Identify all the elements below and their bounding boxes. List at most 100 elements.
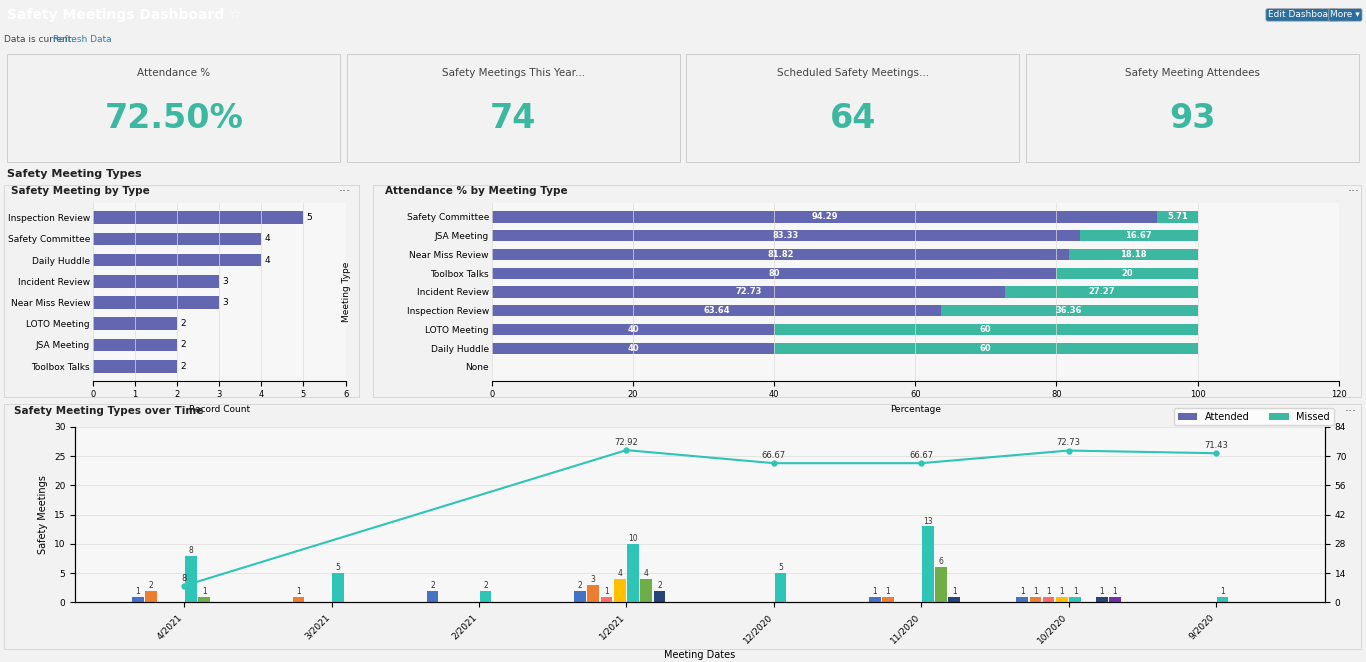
- Text: 1: 1: [1033, 587, 1038, 596]
- Bar: [93, 317, 178, 330]
- Text: 4: 4: [617, 569, 622, 578]
- Bar: [93, 232, 261, 245]
- Text: 27.27: 27.27: [1089, 287, 1115, 297]
- Text: 8: 8: [189, 545, 193, 555]
- Attendance %: [765, 459, 781, 467]
- Bar: [641, 579, 652, 602]
- Text: Refresh Data: Refresh Data: [53, 35, 112, 44]
- Text: Safety Meetings This Year...: Safety Meetings This Year...: [441, 68, 585, 77]
- Text: 16.67: 16.67: [1126, 231, 1152, 240]
- Bar: [492, 267, 1056, 279]
- Bar: [492, 249, 1070, 260]
- Text: 3: 3: [590, 575, 596, 584]
- Text: 2: 2: [578, 581, 582, 590]
- Text: 20: 20: [1121, 269, 1132, 277]
- Text: ···: ···: [339, 185, 351, 198]
- Bar: [198, 596, 210, 602]
- Bar: [426, 591, 438, 602]
- Text: 4: 4: [264, 256, 270, 265]
- Bar: [492, 230, 1081, 242]
- Text: 1: 1: [604, 587, 609, 596]
- X-axis label: Percentage: Percentage: [889, 405, 941, 414]
- Text: Safety Meeting Types: Safety Meeting Types: [7, 169, 142, 179]
- Text: 5.71: 5.71: [1167, 213, 1188, 221]
- Attendance %: [176, 582, 193, 590]
- Text: 18.18: 18.18: [1120, 250, 1146, 259]
- Bar: [145, 591, 157, 602]
- Text: 3: 3: [223, 298, 228, 307]
- Text: ···: ···: [1348, 185, 1359, 198]
- Bar: [1109, 596, 1121, 602]
- Text: 93: 93: [1169, 102, 1216, 135]
- Text: More ▾: More ▾: [1330, 11, 1361, 19]
- Text: 72.50%: 72.50%: [104, 102, 243, 135]
- Text: 74: 74: [490, 102, 537, 135]
- Text: 83.33: 83.33: [773, 231, 799, 240]
- Text: 5: 5: [306, 213, 313, 222]
- Text: 2: 2: [430, 581, 434, 590]
- Bar: [948, 596, 960, 602]
- Attendance %: [1208, 449, 1224, 457]
- Text: 1: 1: [873, 587, 877, 596]
- Text: Attendance % by Meeting Type: Attendance % by Meeting Type: [385, 186, 567, 197]
- Text: 1: 1: [1220, 587, 1225, 596]
- Bar: [1070, 249, 1198, 260]
- Text: 2: 2: [149, 581, 153, 590]
- Text: 72.73: 72.73: [735, 287, 762, 297]
- Text: 60: 60: [979, 344, 992, 353]
- X-axis label: Record Count: Record Count: [189, 405, 250, 414]
- Bar: [601, 596, 612, 602]
- Bar: [492, 324, 775, 335]
- Bar: [936, 567, 947, 602]
- Bar: [492, 211, 1157, 222]
- Text: 10: 10: [628, 534, 638, 543]
- Text: 2: 2: [657, 581, 663, 590]
- Text: Safety Meeting Types over Time: Safety Meeting Types over Time: [14, 406, 204, 416]
- Bar: [775, 342, 1198, 354]
- Bar: [1081, 230, 1198, 242]
- Text: 1: 1: [135, 587, 141, 596]
- Bar: [654, 591, 665, 602]
- Text: Attendance %: Attendance %: [137, 68, 210, 77]
- Text: 1: 1: [202, 587, 206, 596]
- Text: 71.43: 71.43: [1203, 441, 1228, 450]
- Bar: [869, 596, 881, 602]
- Attendance %: [912, 459, 929, 467]
- Bar: [1005, 287, 1198, 297]
- Bar: [93, 296, 219, 309]
- Bar: [93, 360, 178, 373]
- Bar: [492, 305, 941, 316]
- Text: 8: 8: [182, 573, 187, 583]
- Text: 2: 2: [180, 340, 186, 350]
- Bar: [941, 305, 1198, 316]
- Text: 4: 4: [643, 569, 649, 578]
- Bar: [93, 211, 303, 224]
- Text: 1: 1: [1112, 587, 1117, 596]
- Bar: [922, 526, 933, 602]
- Bar: [775, 573, 787, 602]
- Text: Safety Meeting by Type: Safety Meeting by Type: [11, 186, 150, 197]
- Text: 40: 40: [627, 344, 639, 353]
- Text: 66.67: 66.67: [762, 451, 785, 460]
- Bar: [1030, 596, 1041, 602]
- Bar: [479, 591, 492, 602]
- Text: 4: 4: [264, 234, 270, 244]
- Bar: [775, 324, 1198, 335]
- Bar: [93, 339, 178, 352]
- Text: Data is current.: Data is current.: [4, 35, 78, 44]
- Text: 72.73: 72.73: [1056, 438, 1081, 448]
- Text: 81.82: 81.82: [768, 250, 794, 259]
- Text: 6: 6: [938, 557, 944, 567]
- Text: 2: 2: [180, 319, 186, 328]
- Bar: [1056, 596, 1068, 602]
- Text: 3: 3: [223, 277, 228, 286]
- Text: 2: 2: [180, 361, 186, 371]
- Bar: [574, 591, 586, 602]
- Y-axis label: Safety Meetings: Safety Meetings: [38, 475, 48, 554]
- Text: 40: 40: [627, 325, 639, 334]
- Text: 64: 64: [829, 102, 876, 135]
- Bar: [1217, 596, 1228, 602]
- Bar: [627, 544, 639, 602]
- Bar: [1042, 596, 1055, 602]
- Bar: [1157, 211, 1198, 222]
